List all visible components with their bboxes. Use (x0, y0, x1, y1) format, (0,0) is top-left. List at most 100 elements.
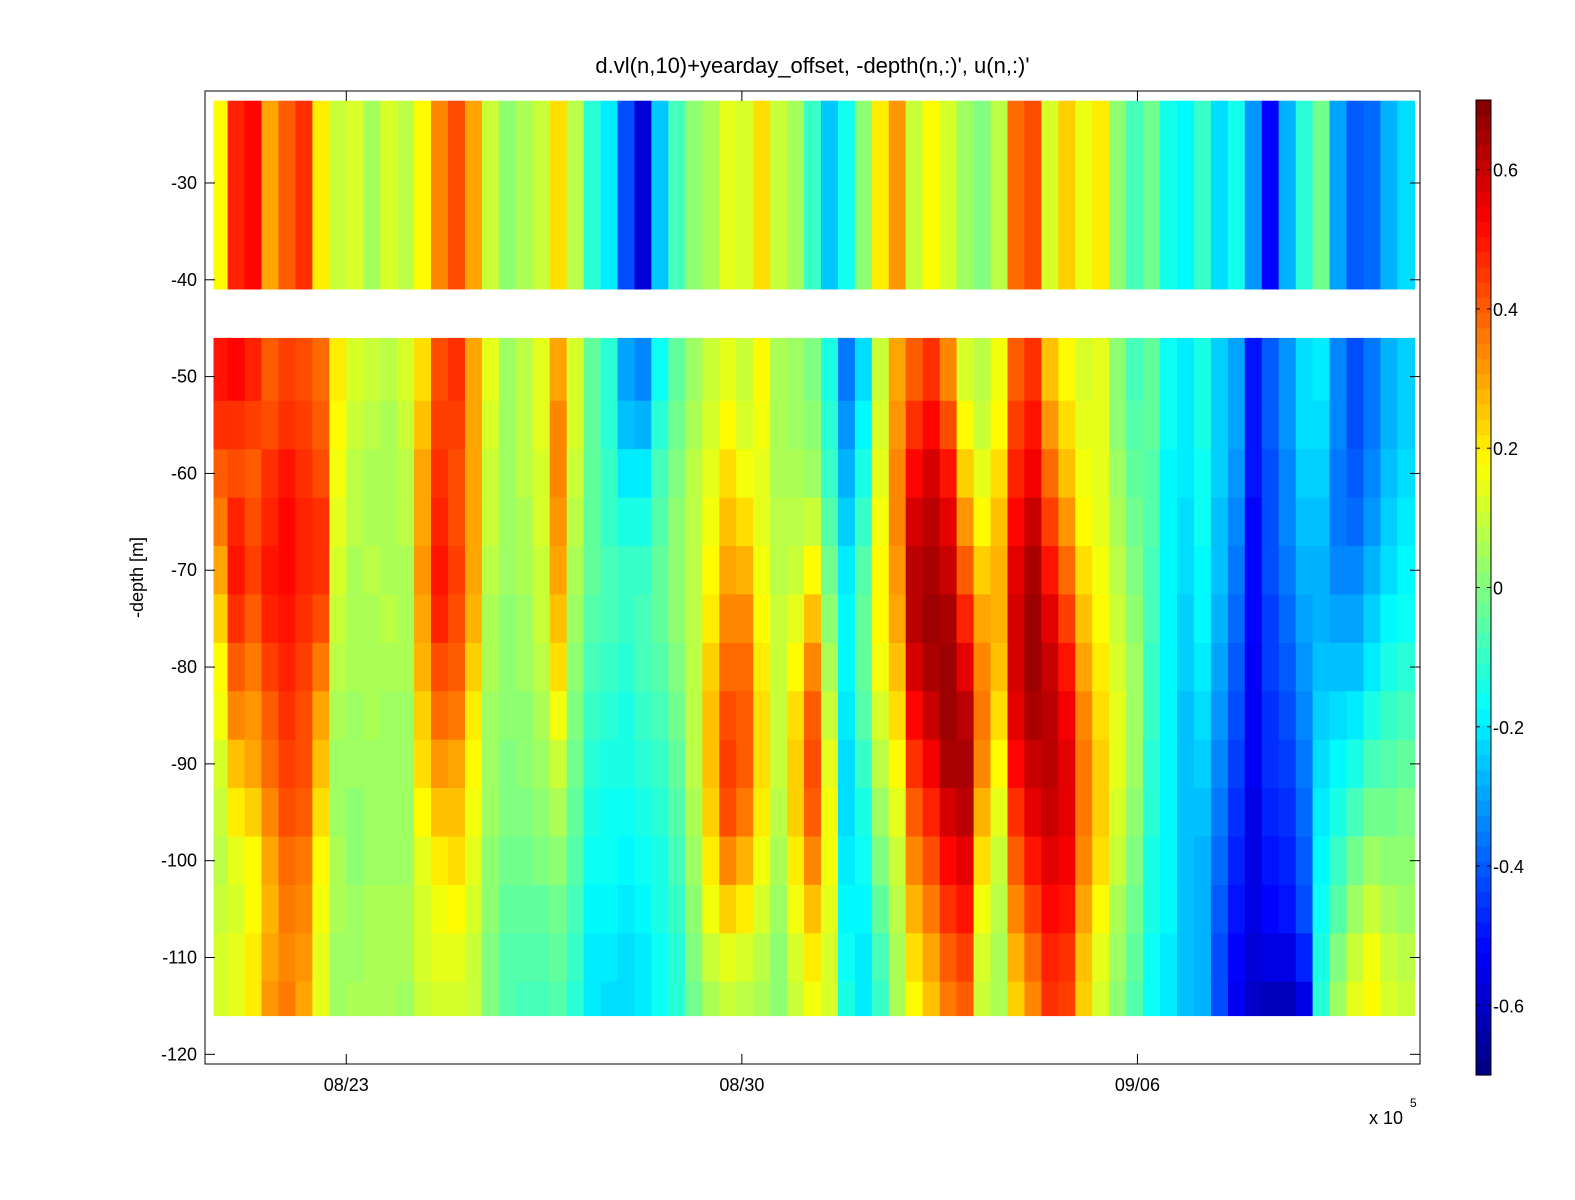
heatmap-cell (295, 449, 313, 499)
heatmap-cell (821, 546, 839, 595)
colorbar-band (1476, 739, 1491, 756)
heatmap-cell (465, 836, 483, 886)
heatmap-cell (244, 933, 263, 983)
heatmap-cell (397, 981, 415, 1017)
heatmap-cell (736, 836, 754, 886)
heatmap-cell (481, 337, 500, 402)
heatmap-cell (990, 546, 1009, 595)
heatmap-cell (973, 691, 992, 741)
plot-area (204, 90, 1421, 1065)
heatmap-cell (431, 933, 449, 983)
heatmap-cell (1363, 642, 1382, 692)
heatmap-cell (363, 642, 381, 692)
heatmap-cell (1244, 836, 1263, 886)
heatmap-cell (702, 497, 720, 547)
heatmap-cell (448, 933, 466, 983)
heatmap-cell (244, 546, 263, 595)
colorbar-band (1476, 587, 1491, 604)
heatmap-cell (1244, 546, 1263, 595)
heatmap-cell (837, 691, 856, 741)
heatmap-cell (634, 400, 653, 450)
heatmap-cell (532, 836, 551, 886)
heatmap-cell (329, 788, 347, 837)
heatmap-cell (1143, 497, 1161, 547)
heatmap-cell (498, 594, 517, 644)
heatmap-cell (668, 594, 686, 644)
heatmap-cell (414, 497, 432, 547)
heatmap-cell (939, 691, 958, 741)
heatmap-cell (1312, 836, 1331, 886)
heatmap-cell (888, 337, 907, 402)
heatmap-cell (871, 788, 890, 837)
heatmap-cell (1058, 884, 1076, 934)
heatmap-cell (1397, 546, 1415, 595)
heatmap-cell (532, 981, 551, 1017)
colorbar-band (1476, 389, 1491, 406)
heatmap-cell (1210, 933, 1229, 983)
heatmap-cell (397, 337, 415, 402)
heatmap-cell (854, 691, 873, 741)
heatmap-cell (481, 100, 500, 290)
heatmap-cell (821, 884, 839, 934)
heatmap-cell (566, 100, 585, 290)
heatmap-cell (1312, 739, 1331, 789)
heatmap-cell (363, 884, 381, 934)
colorbar-band (1476, 861, 1491, 878)
heatmap-cell (973, 400, 992, 450)
colorbar-band (1476, 572, 1491, 589)
heatmap-cell (973, 981, 992, 1017)
heatmap-cell (736, 642, 754, 692)
heatmap-cell (1194, 400, 1212, 450)
heatmap-cell (346, 497, 364, 547)
heatmap-cell (1363, 337, 1382, 402)
heatmap-cell (617, 100, 636, 290)
heatmap-cell (922, 836, 941, 886)
heatmap-cell (566, 691, 585, 741)
heatmap-cell (1058, 981, 1076, 1017)
heatmap-cell (329, 337, 347, 402)
heatmap-cell (414, 546, 432, 595)
heatmap-cell (1380, 739, 1398, 789)
heatmap-cell (227, 884, 246, 934)
heatmap-cell (1244, 739, 1263, 789)
heatmap-cell (363, 981, 381, 1017)
heatmap-cell (583, 100, 602, 290)
heatmap-cell (702, 788, 720, 837)
heatmap-cell (1160, 594, 1178, 644)
heatmap-cell (1363, 933, 1382, 983)
heatmap-cell (736, 546, 754, 595)
heatmap-cell (753, 933, 771, 983)
heatmap-cell (346, 546, 364, 595)
heatmap-cell (753, 836, 771, 886)
heatmap-cell (787, 884, 805, 934)
colorbar-band (1476, 267, 1491, 284)
heatmap-cell (719, 788, 737, 837)
heatmap-cell (346, 739, 364, 789)
heatmap-cell (685, 981, 703, 1017)
heatmap-cell (312, 933, 330, 983)
colorbar-band (1476, 511, 1491, 528)
heatmap-cell (854, 739, 873, 789)
heatmap-cell (1210, 691, 1229, 741)
heatmap-cell (854, 836, 873, 886)
heatmap-cell (414, 836, 432, 886)
heatmap-cell (1363, 788, 1382, 837)
heatmap-cell (532, 400, 551, 450)
heatmap-cell (1210, 788, 1229, 837)
heatmap-cell (1227, 100, 1246, 290)
heatmap-cell (973, 449, 992, 499)
heatmap-cell (481, 642, 500, 692)
heatmap-cell (515, 546, 534, 595)
heatmap-cell (227, 981, 246, 1017)
heatmap-cell (837, 933, 856, 983)
heatmap-cell (804, 836, 822, 886)
colorbar-band (1476, 100, 1491, 116)
colorbar-band (1476, 755, 1491, 771)
heatmap-cell (888, 594, 907, 644)
heatmap-cell (1363, 691, 1382, 741)
heatmap-cell (871, 933, 890, 983)
heatmap-cell (770, 400, 788, 450)
heatmap-cell (532, 691, 551, 741)
x-tick-label: 08/30 (719, 1075, 764, 1095)
heatmap-cell (295, 337, 313, 402)
